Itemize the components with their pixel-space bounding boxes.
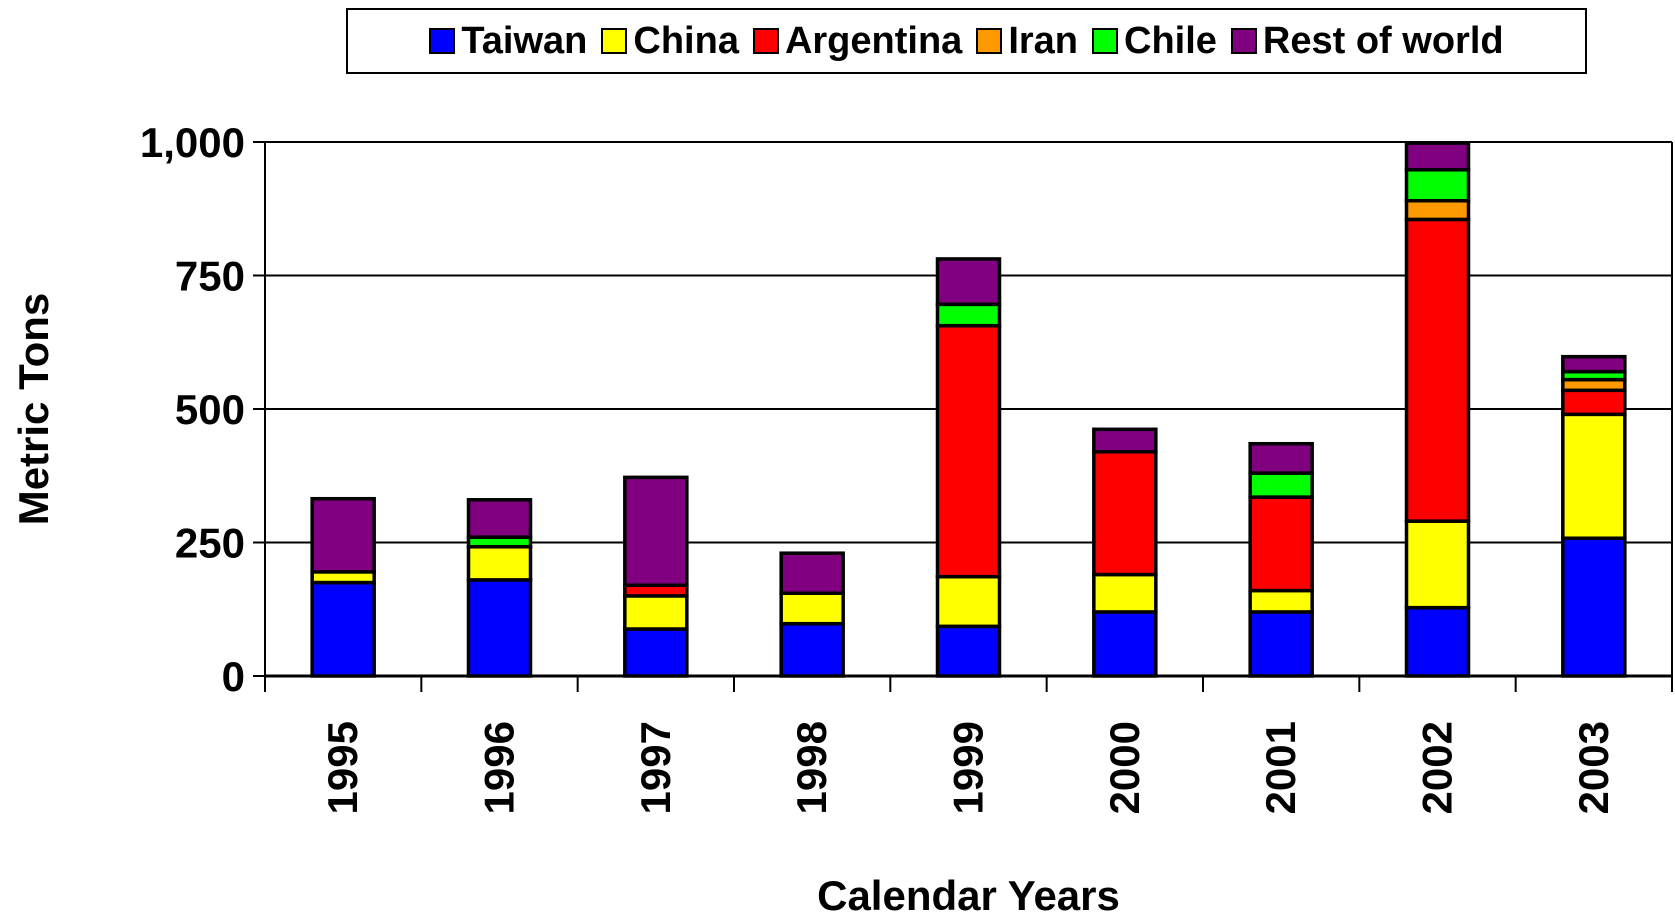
legend-swatch: [976, 28, 1003, 54]
x-tick-label: 1997: [632, 721, 679, 814]
bar-segment-rest-of-world: [310, 496, 376, 574]
bar-segment-argentina: [935, 323, 1002, 579]
bar-segment-argentina: [1404, 217, 1471, 523]
x-axis-title: Calendar Years: [817, 872, 1120, 919]
legend-swatch: [429, 28, 456, 54]
bar-segment-chile: [935, 302, 1002, 328]
bar-segment-taiwan: [1404, 605, 1471, 678]
bar-segment-chile: [1404, 168, 1471, 203]
x-tick-label: 2002: [1414, 721, 1461, 814]
bar-segment-argentina: [1092, 449, 1158, 577]
bar-segment-rest-of-world: [1404, 141, 1471, 172]
y-tick-label: 0: [222, 653, 245, 700]
x-tick-label: 1999: [945, 721, 992, 814]
bar-segment-china: [1561, 412, 1627, 540]
bar-segment-rest-of-world: [623, 475, 689, 587]
bar-segment-taiwan: [935, 624, 1002, 678]
y-tick-label: 250: [175, 520, 245, 567]
x-tick-label: 2003: [1570, 721, 1617, 814]
legend-label: China: [633, 19, 739, 62]
bar-segment-rest-of-world: [779, 551, 845, 595]
x-tick-label: 1998: [788, 721, 835, 814]
bar-segment-rest-of-world: [1092, 427, 1158, 454]
legend-swatch: [1230, 28, 1257, 54]
legend-swatch: [752, 28, 779, 54]
bar-segment-china: [779, 591, 845, 626]
x-tick-label: 1995: [319, 721, 366, 814]
x-tick-label: 2001: [1257, 721, 1304, 814]
legend-label: Iran: [1008, 19, 1079, 62]
legend-label: Taiwan: [461, 19, 588, 62]
bar-segment-argentina: [1561, 388, 1627, 417]
bar-segment-taiwan: [1092, 610, 1158, 678]
legend-label: Rest of world: [1262, 19, 1504, 62]
legend-item: Rest of world: [1230, 19, 1504, 63]
bar-segment-taiwan: [779, 621, 845, 678]
legend-item: Taiwan: [429, 20, 587, 63]
bar-segment-taiwan: [1248, 610, 1314, 678]
bar-segment-iran: [1404, 198, 1471, 222]
bar-segment-china: [623, 594, 689, 631]
y-axis-title: Metric Tons: [10, 293, 57, 526]
bar-segment-china: [466, 545, 533, 582]
legend-item: Chile: [1092, 20, 1217, 63]
bar-segment-china: [1404, 519, 1471, 610]
legend-item: Iran: [976, 20, 1078, 63]
bar-segment-taiwan: [623, 627, 689, 678]
legend-label: Argentina: [784, 19, 963, 62]
x-tick-label: 1996: [476, 721, 523, 814]
bar-segment-china: [935, 574, 1002, 629]
bar-segment-rest-of-world: [1248, 441, 1314, 475]
legend-swatch: [601, 28, 628, 54]
legend-swatch: [1092, 28, 1119, 54]
bar-segment-rest-of-world: [1561, 354, 1627, 374]
bar-segment-rest-of-world: [935, 257, 1002, 307]
bar-segment-taiwan: [1561, 536, 1627, 678]
bar-segment-china: [1248, 588, 1314, 614]
bar-segment-china: [1092, 572, 1158, 614]
bar-segment-argentina: [1248, 495, 1314, 593]
y-tick-label: 750: [175, 253, 245, 300]
bar-segment-taiwan: [310, 580, 376, 678]
legend-item: China: [601, 20, 739, 63]
legend: Taiwan China Argentina Iran Chile Rest of wor…: [346, 8, 1587, 74]
bar-segment-chile: [1248, 471, 1314, 499]
bar-segment-rest-of-world: [466, 498, 533, 539]
legend-label: Chile: [1124, 19, 1217, 62]
y-tick-label: 500: [175, 386, 245, 433]
legend-item: Argentina: [752, 19, 963, 63]
x-tick-label: 2000: [1101, 721, 1148, 814]
bar-segment-taiwan: [466, 578, 533, 678]
y-tick-label: 1,000: [140, 119, 245, 166]
